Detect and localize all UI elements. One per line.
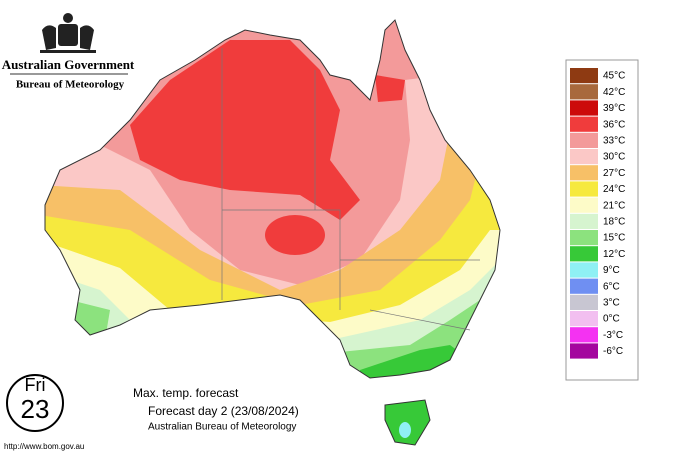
day-weekday: Fri [25,375,46,395]
legend-swatch [570,149,598,165]
legend-swatch [570,181,598,197]
legend-swatch [570,100,598,116]
header-title: Australian Government [2,57,135,72]
legend-label: 30°C [603,152,625,163]
legend-label: 42°C [603,87,625,98]
legend-label: 15°C [603,233,625,244]
legend-swatch [570,294,598,310]
legend-swatch [570,132,598,148]
header-subtitle: Bureau of Meteorology [16,79,125,91]
legend-label: 21°C [603,200,625,211]
coastline [44,19,501,379]
tasmania [384,399,431,446]
tasmania-highlands [399,422,411,438]
legend-label: 12°C [603,249,625,260]
legend-swatch [570,262,598,278]
legend: 45°C 42°C 39°C 36°C 33°C 30°C 27°C 24°C 21°C 18°C… [570,68,625,359]
legend-swatch [570,165,598,181]
legend-label: -6°C [603,346,623,357]
legend-swatch [570,84,598,100]
legend-swatch [570,116,598,132]
legend-label: 36°C [603,119,625,130]
legend-swatch [570,246,598,262]
legend-label: 18°C [603,217,625,228]
legend-label: 33°C [603,136,625,147]
legend-swatch [570,343,598,359]
legend-swatch [570,278,598,294]
caption-title: Max. temp. forecast [133,386,239,400]
legend-swatch [570,230,598,246]
day-badge [6,374,64,432]
legend-label: -3°C [603,330,623,341]
legend-label: 3°C [603,298,620,309]
caption-source: Australian Bureau of Meteorology [148,422,296,433]
legend-label: 27°C [603,168,625,179]
legend-label: 45°C [603,71,625,82]
legend-swatch [570,311,598,327]
legend-label: 6°C [603,281,620,292]
caption-subtitle: Forecast day 2 (23/08/2024) [148,404,299,418]
legend-swatch [570,213,598,229]
day-date: 23 [21,394,50,424]
coat-of-arms [40,13,96,53]
legend-swatch [570,68,598,84]
legend-label: 39°C [603,103,625,114]
legend-label: 9°C [603,265,620,276]
legend-swatch [570,197,598,213]
url[interactable]: http://www.bom.gov.au [4,442,84,451]
legend-label: 24°C [603,184,625,195]
legend-swatch [570,327,598,343]
state-borders [221,48,480,331]
legend-label: 0°C [603,314,620,325]
